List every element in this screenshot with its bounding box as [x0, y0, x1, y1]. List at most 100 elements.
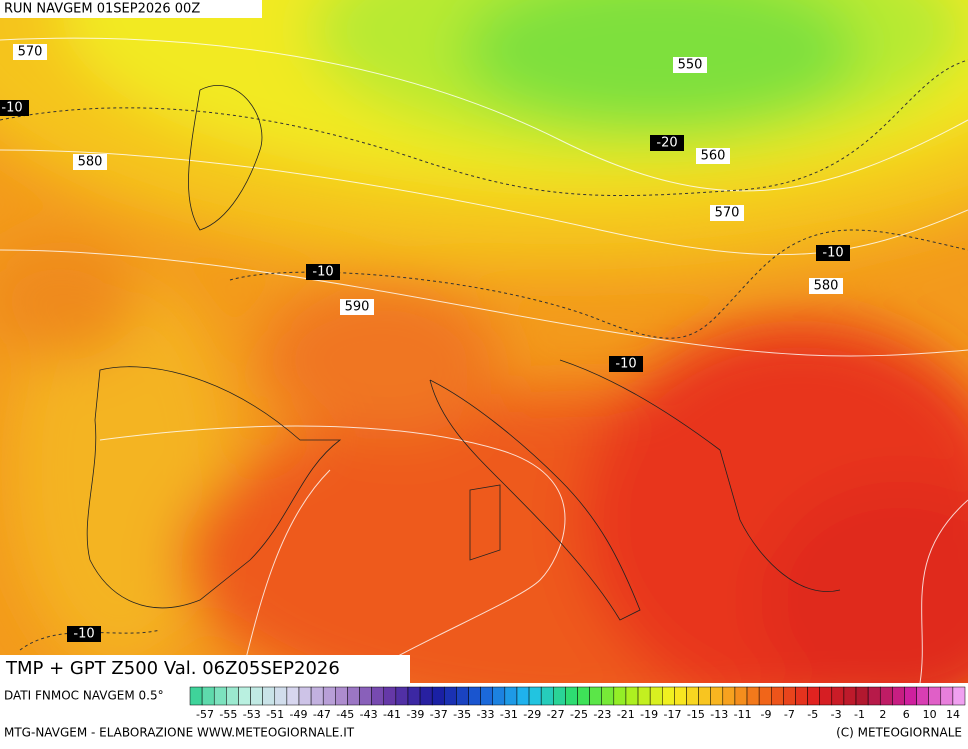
- scale-swatch: [649, 686, 663, 706]
- scale-label: -31: [500, 708, 518, 721]
- scale-swatch: [916, 686, 929, 706]
- scale-swatch: [577, 686, 590, 706]
- contour-label: 580: [78, 155, 103, 170]
- label-box: [13, 44, 47, 60]
- copyright: (C) METEOGIORNALE: [836, 726, 962, 740]
- scale-swatch: [419, 686, 433, 706]
- scale-swatch: [867, 686, 881, 706]
- scale-swatch: [565, 686, 578, 706]
- scale-label: 2: [879, 708, 886, 721]
- contour-label: 570: [18, 45, 43, 60]
- scale-swatch: [468, 686, 481, 706]
- scale-label: -27: [547, 708, 565, 721]
- scale-swatch: [213, 686, 227, 706]
- scale-swatch: [262, 686, 276, 706]
- contour-label: -10: [312, 265, 333, 280]
- scale-swatch: [855, 686, 869, 706]
- scale-swatch: [286, 686, 300, 706]
- label-box: [710, 205, 744, 221]
- scale-swatch: [335, 686, 348, 706]
- scale-swatch: [540, 686, 554, 706]
- scale-swatch: [892, 686, 905, 706]
- scale-label: -41: [383, 708, 401, 721]
- label-box: [650, 135, 684, 151]
- label-box: [67, 626, 101, 642]
- scale-label: -5: [807, 708, 818, 721]
- scale-label: -19: [640, 708, 658, 721]
- scale-label: -49: [290, 708, 308, 721]
- scale-swatch: [637, 686, 651, 706]
- scale-label: -47: [313, 708, 331, 721]
- label-box: [73, 154, 107, 170]
- contour-label: -10: [822, 246, 843, 261]
- contour-label: 550: [678, 58, 703, 73]
- scale-label: -1: [854, 708, 865, 721]
- label-box: [673, 57, 707, 73]
- scale-label: -43: [360, 708, 378, 721]
- height-contours: [0, 37, 968, 683]
- scale-swatch: [347, 686, 360, 706]
- scale-swatch: [710, 686, 724, 706]
- contour-label: -10: [1, 101, 22, 116]
- scale-swatch: [928, 686, 942, 706]
- scale-swatch: [771, 686, 784, 706]
- scale-swatch: [456, 686, 469, 706]
- scale-swatch: [298, 686, 312, 706]
- scale-swatch: [516, 686, 530, 706]
- scale-swatch: [431, 686, 445, 706]
- scale-swatch: [322, 686, 336, 706]
- label-box: [306, 264, 340, 280]
- contour-label: 570: [715, 206, 740, 221]
- credit: MTG-NAVGEM - ELABORAZIONE WWW.METEOGIORN…: [4, 726, 355, 740]
- scale-swatch: [444, 686, 457, 706]
- scale-label: -25: [570, 708, 588, 721]
- scale-swatch: [383, 686, 397, 706]
- scale-swatch: [407, 686, 421, 706]
- contour-label: -10: [73, 627, 94, 642]
- contour-label: -20: [656, 136, 677, 151]
- coastlines: [86, 85, 841, 621]
- label-box: [340, 299, 374, 315]
- scale-label: -51: [266, 708, 284, 721]
- scale-swatch: [674, 686, 687, 706]
- scale-swatch: [528, 686, 542, 706]
- scale-swatch: [601, 686, 615, 706]
- scale-label: -21: [617, 708, 635, 721]
- scale-label: -37: [430, 708, 448, 721]
- scale-swatch: [238, 686, 251, 706]
- scale-swatch: [359, 686, 372, 706]
- map-labels: 570 -10 580 550 -20 560 570 -10 580 -10 590 -10 -10: [0, 44, 850, 642]
- scale-label: -23: [593, 708, 611, 721]
- scale-label: -45: [336, 708, 354, 721]
- scale-label: -55: [219, 708, 237, 721]
- scale-swatch: [504, 686, 518, 706]
- scale-swatch: [274, 686, 288, 706]
- label-box: [816, 245, 850, 261]
- scale-swatch: [395, 686, 409, 706]
- scale-swatch: [553, 686, 566, 706]
- scale-swatch: [371, 686, 384, 706]
- scale-swatch: [686, 686, 699, 706]
- label-box: [696, 148, 730, 164]
- label-box: [809, 278, 843, 294]
- scale-label: -33: [477, 708, 495, 721]
- scale-label: 6: [903, 708, 910, 721]
- map-title: TMP + GPT Z500 Val. 06Z05SEP2026: [5, 658, 340, 679]
- scale-label: -57: [196, 708, 214, 721]
- scale-swatch: [662, 686, 675, 706]
- contour-label: 590: [345, 300, 370, 315]
- scale-swatch: [480, 686, 493, 706]
- contour-label: 580: [814, 279, 839, 294]
- scale-swatch: [250, 686, 263, 706]
- title-box: [0, 655, 410, 683]
- scale-label: -29: [523, 708, 541, 721]
- scale-label: -7: [784, 708, 795, 721]
- scale-label: -11: [734, 708, 752, 721]
- run-box: [0, 0, 262, 18]
- scale-label: -9: [761, 708, 772, 721]
- scale-swatch: [625, 686, 639, 706]
- scale-swatch: [734, 686, 748, 706]
- scale-swatch: [492, 686, 506, 706]
- scale-swatch: [952, 686, 966, 706]
